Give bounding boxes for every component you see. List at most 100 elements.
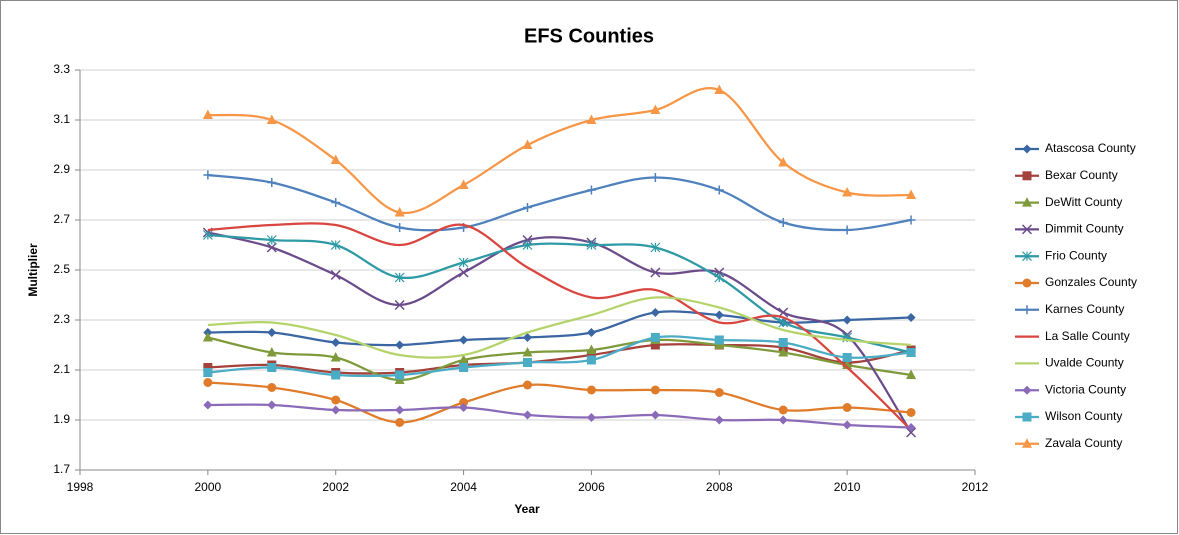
marker — [394, 207, 405, 217]
marker — [330, 352, 341, 362]
marker — [202, 230, 213, 240]
marker — [267, 400, 277, 410]
marker — [395, 418, 405, 427]
marker — [906, 408, 916, 417]
legend-label: Wilson County — [1045, 409, 1122, 423]
series-line — [207, 231, 913, 434]
x-tick-label: 1998 — [67, 480, 94, 494]
marker — [650, 333, 660, 342]
marker — [906, 423, 916, 432]
marker — [586, 114, 597, 124]
marker — [586, 385, 596, 395]
series-line — [207, 336, 912, 382]
x-tick-label: 2010 — [834, 480, 861, 494]
marker — [203, 363, 213, 372]
marker — [714, 84, 725, 94]
marker — [458, 179, 469, 189]
marker — [906, 313, 916, 322]
marker — [459, 403, 469, 412]
marker — [778, 415, 788, 425]
marker — [522, 240, 533, 250]
marker — [842, 225, 852, 235]
marker — [330, 154, 341, 164]
marker — [906, 215, 916, 225]
marker — [203, 400, 213, 410]
series-line — [207, 343, 912, 375]
marker — [459, 363, 469, 372]
series-line — [207, 296, 912, 359]
marker — [778, 347, 789, 357]
y-tick-label: 1.9 — [53, 412, 70, 426]
marker — [714, 388, 724, 397]
marker — [522, 347, 533, 357]
x-axis-title: Year — [514, 502, 540, 516]
y-tick-label: 3.1 — [53, 112, 70, 126]
marker — [202, 332, 213, 342]
marker — [266, 235, 277, 245]
marker — [267, 178, 277, 187]
marker — [778, 338, 788, 347]
marker — [523, 380, 532, 390]
marker — [523, 333, 532, 342]
marker — [267, 383, 277, 392]
marker — [650, 410, 660, 420]
marker — [586, 344, 597, 354]
marker — [395, 223, 405, 232]
series-line — [207, 381, 912, 424]
marker — [395, 405, 405, 415]
marker — [459, 335, 469, 345]
legend-label: Zavala County — [1045, 436, 1122, 450]
marker — [1022, 305, 1032, 315]
marker — [458, 267, 469, 278]
marker — [394, 272, 405, 283]
marker — [586, 413, 596, 422]
marker — [1021, 224, 1033, 235]
y-tick-label: 2.3 — [53, 312, 70, 326]
marker — [1022, 278, 1032, 288]
marker — [1022, 251, 1032, 262]
marker — [523, 203, 532, 212]
marker — [1022, 171, 1032, 181]
marker — [395, 340, 405, 350]
legend-label: Karnes County — [1045, 302, 1124, 316]
marker — [266, 114, 277, 124]
marker — [267, 363, 277, 372]
marker — [586, 350, 596, 360]
legend-label: Bexar County — [1045, 168, 1118, 182]
marker — [331, 338, 341, 347]
marker — [586, 328, 596, 337]
marker — [458, 354, 469, 364]
legend-label: La Salle County — [1045, 329, 1130, 343]
marker — [650, 242, 661, 253]
marker — [1022, 385, 1032, 395]
marker — [778, 157, 789, 167]
y-tick-label: 2.7 — [53, 212, 70, 226]
marker — [458, 257, 469, 268]
series-line — [207, 233, 912, 354]
legend-label: DeWitt County — [1045, 195, 1122, 209]
legend-label: Dimmit County — [1045, 222, 1124, 236]
marker — [778, 218, 788, 227]
marker — [395, 370, 405, 380]
y-tick-label: 2.5 — [53, 262, 70, 276]
marker — [586, 185, 596, 195]
legend-label: Frio County — [1045, 248, 1107, 262]
marker — [266, 347, 277, 357]
marker — [586, 240, 597, 250]
marker — [1022, 197, 1032, 207]
marker — [394, 299, 405, 311]
marker — [459, 398, 469, 407]
legend-label: Victoria County — [1045, 382, 1126, 396]
marker — [522, 139, 533, 149]
marker — [331, 405, 341, 415]
series-line — [207, 173, 912, 232]
marker — [586, 355, 596, 365]
y-tick-label: 2.1 — [53, 362, 70, 376]
marker — [331, 395, 341, 405]
marker — [330, 269, 341, 281]
marker — [650, 104, 661, 114]
legend-label: Atascosa County — [1045, 141, 1136, 155]
marker — [714, 415, 724, 425]
marker — [1022, 438, 1032, 448]
marker — [714, 310, 724, 320]
